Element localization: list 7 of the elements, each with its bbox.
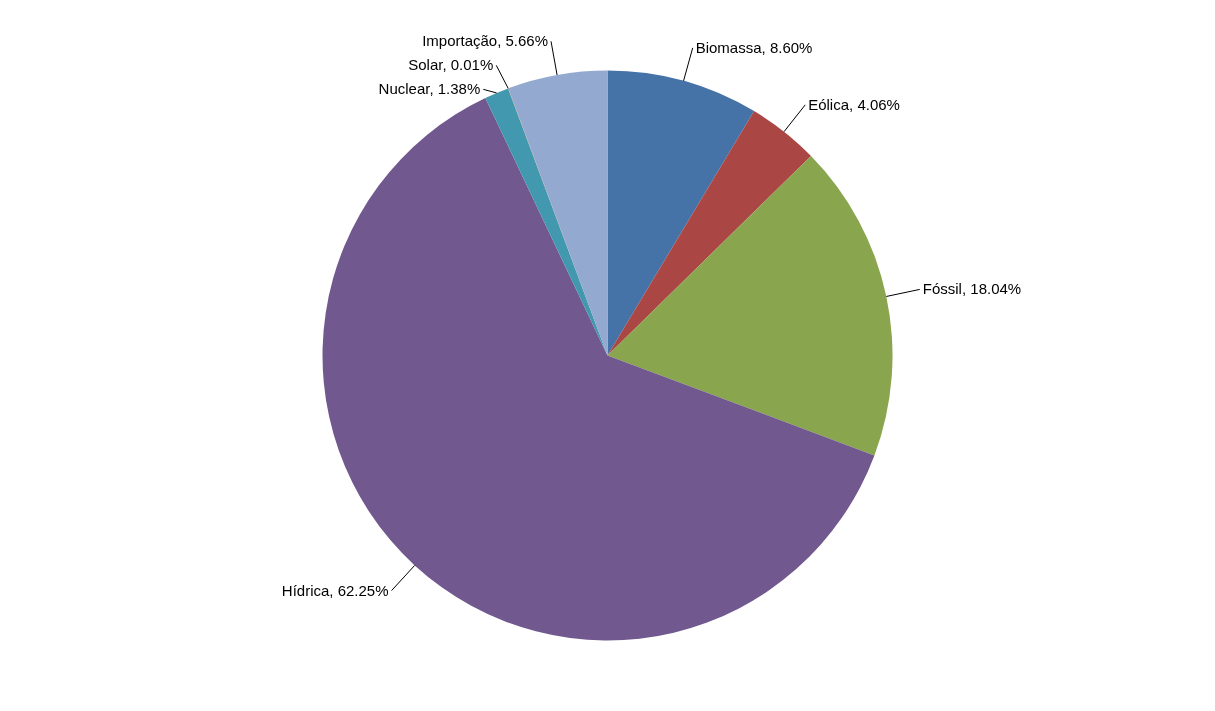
slice-label: Fóssil, 18.04% xyxy=(922,280,1022,298)
slice-label: Nuclear, 1.38% xyxy=(378,80,481,98)
slice-label: Biomassa, 8.60% xyxy=(695,38,813,56)
slice-label: Eólica, 4.06% xyxy=(808,95,900,113)
slice-label: Importação, 5.66% xyxy=(422,32,549,50)
slice-label: Solar, 0.01% xyxy=(408,56,494,74)
slice-label: Hídrica, 62.25% xyxy=(281,581,389,599)
